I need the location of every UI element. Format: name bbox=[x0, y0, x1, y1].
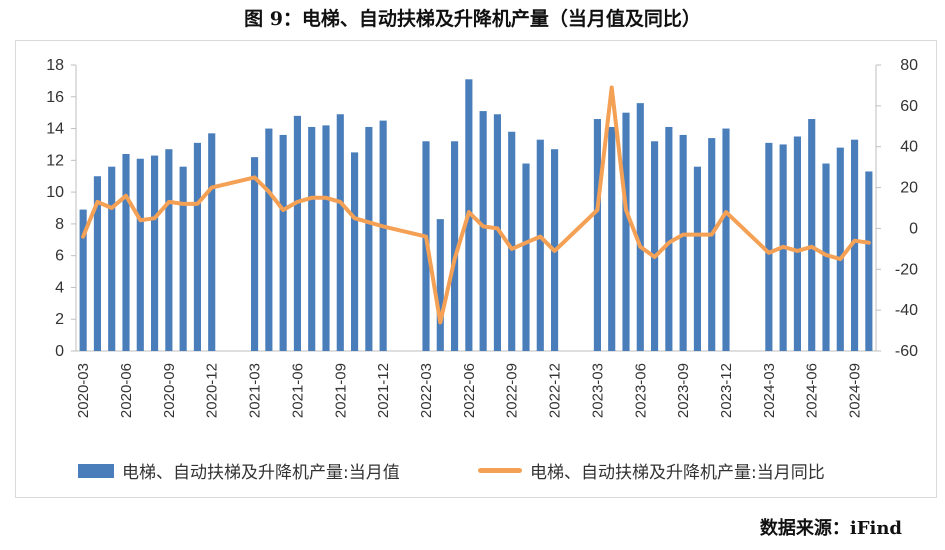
bar bbox=[851, 139, 859, 351]
x-tick-label: 2021-09 bbox=[332, 363, 349, 418]
legend-item-line: 电梯、自动扶梯及升降机产量:当月同比 bbox=[478, 458, 825, 483]
x-tick-label: 2022-12 bbox=[547, 363, 564, 418]
y-right-tick-label: -40 bbox=[895, 302, 918, 319]
y-left-tick-label: 18 bbox=[46, 57, 64, 74]
bar bbox=[808, 119, 816, 352]
x-tick-label: 2021-03 bbox=[247, 363, 264, 418]
bar bbox=[651, 141, 659, 351]
bar bbox=[379, 120, 387, 351]
legend: 电梯、自动扶梯及升降机产量:当月值 电梯、自动扶梯及升降机产量:当月同比 bbox=[0, 458, 945, 488]
bar bbox=[536, 139, 544, 351]
bar bbox=[308, 126, 316, 351]
y-right-tick-label: 0 bbox=[909, 220, 918, 237]
x-tick-label: 2020-03 bbox=[75, 363, 92, 418]
x-tick-label: 2022-03 bbox=[418, 363, 435, 418]
bar bbox=[508, 131, 516, 351]
bar bbox=[351, 152, 359, 351]
bar bbox=[322, 125, 330, 351]
bar bbox=[165, 149, 173, 351]
bar bbox=[593, 119, 601, 352]
bar bbox=[151, 155, 159, 351]
y-right-tick-label: 20 bbox=[900, 180, 918, 197]
legend-item-bar: 电梯、自动扶梯及升降机产量:当月值 bbox=[78, 458, 400, 483]
bar bbox=[608, 126, 616, 351]
bar bbox=[679, 134, 687, 351]
x-tick-label: 2023-09 bbox=[675, 363, 692, 418]
bar bbox=[293, 115, 301, 351]
bar bbox=[93, 176, 101, 351]
y-left-tick-label: 10 bbox=[46, 184, 64, 201]
y-left-tick-label: 2 bbox=[55, 311, 64, 328]
bar bbox=[622, 112, 630, 352]
x-tick-label: 2020-06 bbox=[118, 363, 135, 418]
bar bbox=[108, 166, 116, 351]
bar bbox=[193, 142, 201, 351]
bar bbox=[451, 141, 459, 351]
y-left-tick-label: 0 bbox=[55, 343, 64, 360]
bar bbox=[479, 111, 487, 351]
x-tick-label: 2021-06 bbox=[289, 363, 306, 418]
x-tick-label: 2024-09 bbox=[847, 363, 864, 418]
x-tick-label: 2024-03 bbox=[761, 363, 778, 418]
bar bbox=[722, 128, 730, 351]
legend-swatch-line bbox=[478, 468, 522, 473]
bar bbox=[708, 138, 716, 351]
x-tick-label: 2022-09 bbox=[504, 363, 521, 418]
bar bbox=[765, 142, 773, 351]
bar bbox=[665, 126, 673, 351]
bar bbox=[79, 209, 87, 351]
y-right-tick-label: -20 bbox=[895, 261, 918, 278]
x-tick-label: 2020-12 bbox=[204, 363, 221, 418]
y-left-tick-label: 16 bbox=[46, 89, 64, 106]
x-tick-label: 2023-06 bbox=[632, 363, 649, 418]
y-right-tick-label: 80 bbox=[900, 57, 918, 74]
bar bbox=[136, 158, 144, 351]
legend-label-line: 电梯、自动扶梯及升降机产量:当月同比 bbox=[530, 463, 825, 483]
bar bbox=[122, 153, 130, 351]
legend-label-bar: 电梯、自动扶梯及升降机产量:当月值 bbox=[122, 463, 400, 483]
y-right-tick-label: 40 bbox=[900, 139, 918, 156]
bar bbox=[522, 163, 530, 351]
legend-swatch-bar bbox=[78, 463, 114, 478]
chart-frame bbox=[15, 40, 937, 498]
bar bbox=[865, 171, 873, 351]
y-left-tick-label: 6 bbox=[55, 248, 64, 265]
bar bbox=[436, 219, 444, 351]
bar bbox=[265, 128, 273, 351]
bar bbox=[793, 136, 801, 351]
x-tick-label: 2022-06 bbox=[461, 363, 478, 418]
x-tick-label: 2023-12 bbox=[718, 363, 735, 418]
y-left-tick-label: 12 bbox=[46, 152, 64, 169]
bar bbox=[251, 157, 259, 351]
y-right-tick-label: 60 bbox=[900, 98, 918, 115]
bar bbox=[822, 163, 830, 351]
bar bbox=[179, 166, 187, 351]
source-note: 数据来源：iFind bbox=[759, 518, 902, 539]
bar bbox=[336, 114, 344, 351]
bar bbox=[693, 166, 701, 351]
x-tick-label: 2020-09 bbox=[161, 363, 178, 418]
chart-title: 图 9：电梯、自动扶梯及升降机产量（当月值及同比） bbox=[244, 8, 701, 30]
y-left-tick-label: 14 bbox=[46, 121, 64, 138]
y-left-tick-label: 8 bbox=[55, 216, 64, 233]
bar bbox=[279, 134, 287, 351]
x-tick-label: 2021-12 bbox=[375, 363, 392, 418]
bar bbox=[493, 114, 501, 351]
y-right-tick-label: -60 bbox=[895, 343, 918, 360]
x-tick-label: 2023-03 bbox=[589, 363, 606, 418]
series-line bbox=[81, 85, 871, 325]
bar bbox=[636, 103, 644, 351]
bar bbox=[208, 133, 216, 351]
y-left-tick-label: 4 bbox=[55, 279, 64, 296]
bar bbox=[836, 147, 844, 351]
x-tick-label: 2024-06 bbox=[804, 363, 821, 418]
bar bbox=[365, 126, 373, 351]
